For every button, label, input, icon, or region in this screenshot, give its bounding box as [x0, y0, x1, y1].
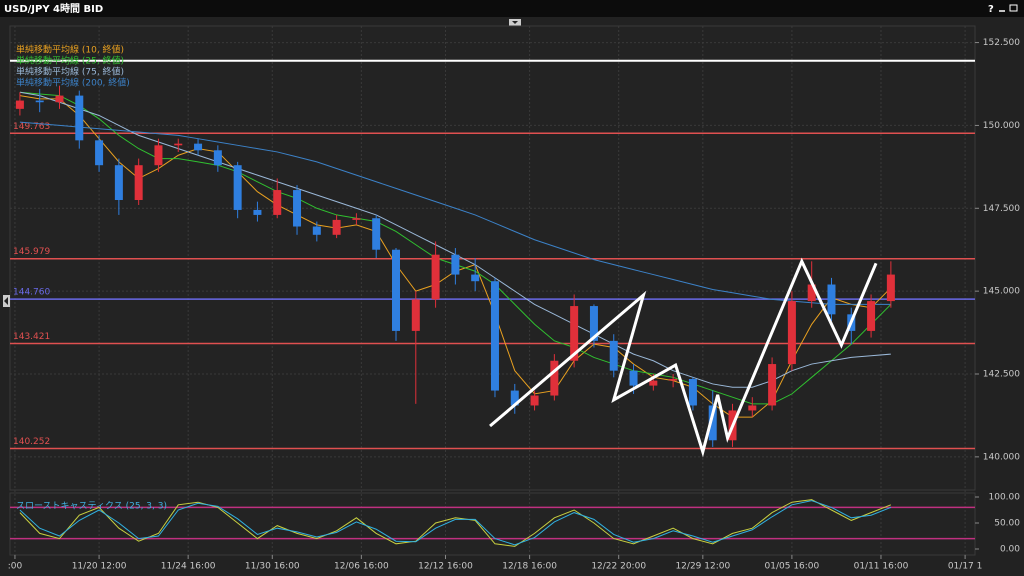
candle-body: [471, 274, 480, 282]
candle-body: [233, 165, 242, 210]
candle-body: [867, 301, 876, 331]
title-bar: [0, 0, 1024, 17]
sub-plot: [9, 492, 976, 556]
level-label: 143.421: [13, 332, 50, 342]
candle-body: [827, 284, 836, 315]
x-tick-label: 12/18 16:00: [502, 562, 557, 572]
candle-body: [570, 306, 579, 361]
window-title: USD/JPY 4時間 BID: [4, 2, 103, 15]
candle-body: [431, 254, 440, 300]
candle-body: [293, 190, 302, 227]
candle-body: [688, 378, 697, 406]
candle-body: [629, 370, 638, 386]
x-tick-label: 12/06 16:00: [334, 562, 389, 572]
candle-body: [886, 274, 895, 302]
indicator-line: [19, 499, 892, 547]
candle-body: [787, 301, 796, 365]
candle-body: [708, 405, 717, 441]
x-tick-label: 01/11 16:00: [854, 562, 909, 572]
x-tick-label: 12/12 16:00: [418, 562, 473, 572]
y-tick-label: 145.000: [983, 287, 1020, 297]
candle-body: [372, 218, 381, 250]
candle-body: [451, 254, 460, 275]
candle-body: [609, 340, 618, 371]
y-tick-label: 152.500: [983, 38, 1020, 48]
legend-entry: 単純移動平均線 (200, 終値): [16, 77, 130, 89]
candle-body: [213, 150, 222, 166]
candle-body: [95, 140, 104, 166]
candle-body: [550, 360, 559, 396]
x-tick-label: 12/22 20:00: [591, 562, 646, 572]
candle-body: [15, 100, 24, 109]
y-tick-label: 100.00: [989, 493, 1021, 503]
x-tick-label: 12/29 12:00: [675, 562, 730, 572]
x-tick-label: 11/24 16:00: [161, 562, 216, 572]
y-tick-label: 0.00: [1000, 545, 1020, 555]
legend-entry: 単純移動平均線 (10, 終値): [16, 44, 124, 56]
candle-body: [392, 249, 400, 331]
maximize-button[interactable]: [1009, 4, 1018, 12]
candle-body: [530, 395, 539, 406]
side-tab-icon: [4, 297, 8, 305]
candle-body: [589, 306, 598, 341]
x-tick-label: :00: [8, 562, 23, 572]
x-tick-label: 11/30 16:00: [245, 562, 300, 572]
candle-body: [75, 95, 84, 141]
legend-entry: 単純移動平均線 (25, 終値): [16, 55, 124, 67]
help-button[interactable]: ?: [988, 4, 994, 15]
x-tick-label: 01/05 16:00: [765, 562, 820, 572]
level-label: 145.979: [13, 247, 50, 257]
collapse-icon: [512, 21, 518, 24]
candle-body: [273, 190, 282, 215]
candle-body: [194, 143, 203, 151]
candle-body: [510, 390, 519, 406]
level-label: 140.252: [13, 437, 50, 447]
indicator-line: [19, 500, 892, 546]
pattern-drawing: [489, 257, 878, 458]
candle-body: [748, 405, 757, 411]
legend-entry: 単純移動平均線 (75, 終値): [16, 66, 124, 78]
candle-body: [649, 380, 658, 386]
x-tick-label: 01/17 1: [948, 562, 983, 572]
candle-body: [332, 219, 341, 235]
candle-body: [35, 100, 44, 103]
chart-layer: 140.000 142.500 145.000 147.500 150.000 152.5…: [8, 26, 1021, 572]
x-tick-label: 11/20 12:00: [72, 562, 127, 572]
candle-body: [768, 364, 777, 406]
candle-body: [669, 378, 678, 381]
candle-body: [55, 95, 64, 103]
candle-body: [352, 218, 361, 220]
indicator-line: [19, 121, 891, 305]
y-tick-label: 150.000: [983, 121, 1020, 131]
level-label: 144.760: [13, 288, 50, 298]
candle-body: [253, 209, 262, 215]
level-label: 149.763: [13, 122, 50, 132]
y-tick-label: 50.00: [994, 519, 1020, 529]
candle-body: [490, 281, 499, 391]
candle-body: [114, 165, 123, 200]
indicator-title: スローストキャスティクス (25, 3, 3): [16, 501, 167, 512]
candle-body: [154, 145, 163, 166]
y-tick-label: 147.500: [983, 204, 1020, 214]
candle-body: [174, 143, 183, 146]
y-tick-label: 142.500: [983, 370, 1020, 380]
candle-body: [134, 165, 143, 200]
candle-body: [807, 284, 816, 302]
y-tick-label: 140.000: [983, 452, 1020, 462]
candle-body: [411, 299, 420, 331]
candle-body: [312, 226, 321, 235]
